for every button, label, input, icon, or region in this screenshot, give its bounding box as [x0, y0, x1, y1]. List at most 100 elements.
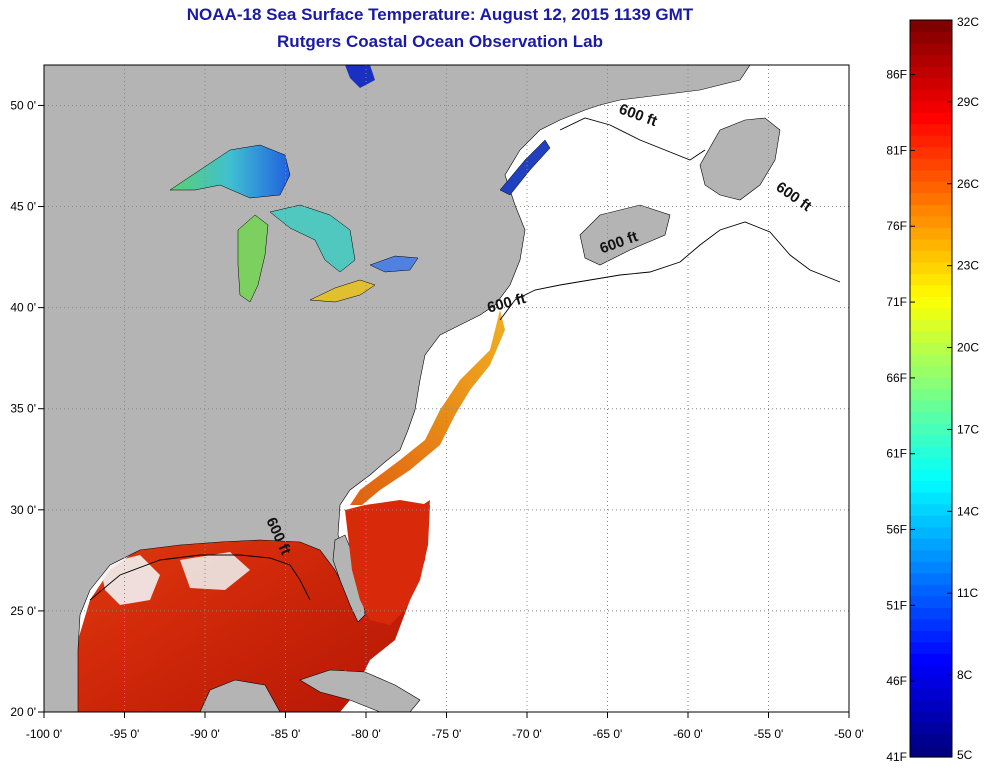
- lake-erie: [309, 279, 376, 303]
- colorbar-label-fahrenheit: 71F: [886, 295, 907, 309]
- colorbar-step: [910, 307, 952, 321]
- x-tick-label: -75 0': [432, 727, 462, 741]
- colorbar-step: [910, 376, 952, 390]
- colorbar-step: [910, 284, 952, 297]
- colorbar-step: [910, 100, 952, 113]
- x-tick-label: -85 0': [271, 727, 301, 741]
- map-title: NOAA-18 Sea Surface Temperature: August …: [186, 5, 694, 24]
- colorbar-label-celsius: 8C: [957, 668, 973, 682]
- colorbar-step: [910, 192, 952, 205]
- colorbar-step: [910, 676, 952, 689]
- lake-superior: [169, 144, 291, 199]
- lake-michigan: [237, 214, 269, 303]
- hudson-bay-edge: [345, 65, 375, 88]
- colorbar-label-celsius: 26C: [957, 177, 979, 191]
- colorbar-step: [910, 146, 952, 159]
- colorbar-step: [910, 434, 952, 447]
- colorbar-step: [910, 618, 952, 631]
- colorbar-label-celsius: 14C: [957, 504, 979, 518]
- colorbar-step: [910, 400, 952, 413]
- cloud-patch: [100, 555, 160, 605]
- colorbar-label-fahrenheit: 51F: [886, 598, 907, 612]
- colorbar-step: [910, 77, 952, 90]
- x-tick-label: -95 0': [110, 727, 140, 741]
- colorbar-step: [910, 181, 952, 194]
- colorbar-step: [910, 135, 952, 148]
- y-tick-label: 30 0': [10, 503, 36, 517]
- colorbar-step: [910, 215, 952, 228]
- colorbar-step: [910, 515, 952, 528]
- land-cuba: [299, 669, 421, 712]
- y-tick-label: 40 0': [10, 301, 36, 315]
- colorbar-step: [910, 169, 952, 182]
- lake-ontario: [369, 255, 419, 273]
- colorbar-step: [910, 353, 952, 367]
- x-tick-label: -55 0': [754, 727, 784, 741]
- colorbar-step: [910, 722, 952, 735]
- colorbar-step: [910, 54, 952, 67]
- y-tick-label: 20 0': [10, 705, 36, 719]
- x-tick-label: -100 0': [26, 727, 62, 741]
- colorbar-step: [910, 330, 952, 344]
- colorbar-step: [910, 261, 952, 274]
- colorbar-step: [910, 66, 952, 79]
- colorbar-step: [910, 561, 952, 574]
- colorbar-label-fahrenheit: 61F: [886, 447, 907, 461]
- gulf-sst-patch: [78, 500, 430, 712]
- colorbar-step: [910, 572, 952, 585]
- land-newfoundland: [699, 117, 781, 201]
- colorbar-step: [910, 89, 952, 102]
- colorbar-label-celsius: 23C: [957, 259, 979, 273]
- x-tick-label: -80 0': [351, 727, 381, 741]
- colorbar-step: [910, 526, 952, 539]
- y-tick-label: 45 0': [10, 200, 36, 214]
- colorbar-label-fahrenheit: 76F: [886, 219, 907, 233]
- colorbar-step: [910, 687, 952, 701]
- lake-huron: [269, 204, 356, 273]
- colorbar-step: [910, 607, 952, 620]
- colorbar-step: [910, 227, 952, 240]
- colorbar-label-fahrenheit: 56F: [886, 523, 907, 537]
- land-nova-scotia: [579, 204, 671, 266]
- colorbar-step: [910, 319, 952, 332]
- colorbar-step: [910, 112, 952, 125]
- colorbar-label-celsius: 32C: [957, 15, 979, 29]
- colorbar-step: [910, 411, 952, 424]
- colorbar-step: [910, 365, 952, 378]
- colorbar-step: [910, 584, 952, 597]
- colorbar-step: [910, 20, 952, 33]
- x-tick-label: -90 0': [190, 727, 220, 741]
- colorbar-label-celsius: 17C: [957, 422, 979, 436]
- colorbar-step: [910, 342, 952, 355]
- colorbar-step: [910, 630, 952, 643]
- cloud-patch: [180, 552, 250, 590]
- colorbar-label-fahrenheit: 41F: [886, 750, 907, 764]
- colorbar-label-celsius: 11C: [957, 586, 978, 600]
- colorbar-step: [910, 641, 952, 654]
- y-tick-label: 25 0': [10, 604, 36, 618]
- colorbar-label-celsius: 20C: [957, 341, 979, 355]
- colorbar-label-celsius: 29C: [957, 95, 979, 109]
- colorbar-step: [910, 250, 952, 263]
- colorbar-step: [910, 388, 952, 401]
- colorbar-step: [910, 595, 952, 608]
- colorbar-label-celsius: 5C: [957, 748, 973, 762]
- colorbar-label-fahrenheit: 86F: [886, 68, 907, 82]
- colorbar-step: [910, 273, 952, 286]
- colorbar-step: [910, 549, 952, 562]
- colorbar-step: [910, 457, 952, 470]
- map-subtitle: Rutgers Coastal Ocean Observation Lab: [277, 32, 603, 51]
- colorbar-step: [910, 469, 952, 482]
- colorbar-step: [910, 446, 952, 459]
- x-tick-label: -65 0': [593, 727, 623, 741]
- colorbar-step: [910, 296, 952, 309]
- isobath-600ft-gulf: [89, 554, 311, 601]
- colorbar-frame: [909, 19, 953, 758]
- y-tick-label: 35 0': [10, 402, 36, 416]
- colorbar-step: [910, 204, 952, 217]
- colorbar-step: [910, 745, 952, 758]
- colorbar-step: [910, 492, 952, 505]
- colorbar-step: [910, 423, 952, 436]
